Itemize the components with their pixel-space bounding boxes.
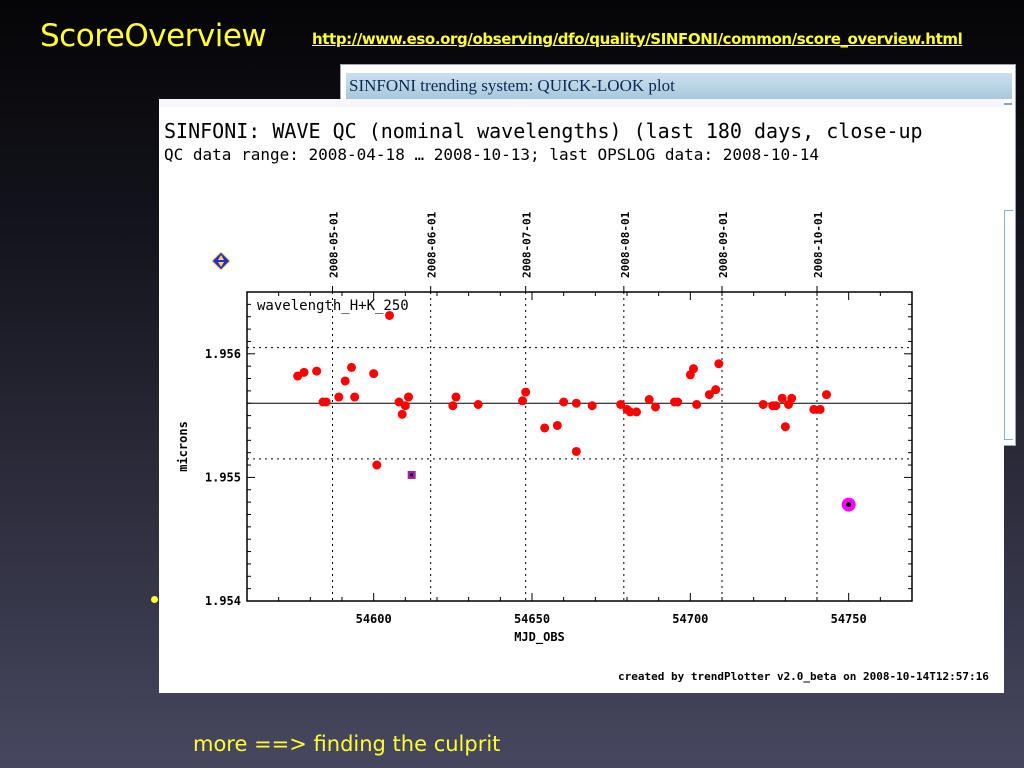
x-tick-label: 54700 <box>672 612 708 626</box>
data-point <box>400 401 410 411</box>
date-tick-label: 2008-08-01 <box>619 211 632 278</box>
data-point <box>334 392 344 402</box>
data-point <box>559 397 569 407</box>
navigation-arrows-icon[interactable] <box>212 252 230 270</box>
data-point <box>347 362 356 372</box>
plot-subtitle: QC data range: 2008-04-18 … 2008-10-13; … <box>164 145 820 164</box>
data-point <box>822 390 831 400</box>
data-point <box>571 446 581 456</box>
data-point <box>369 369 379 379</box>
side-panel-frame <box>1004 210 1013 440</box>
y-tick-label: 1.954 <box>205 594 241 608</box>
y-tick-label: 1.956 <box>205 347 241 361</box>
date-tick-label: 2008-09-01 <box>717 211 730 278</box>
data-point <box>616 399 626 409</box>
date-tick-label: 2008-10-01 <box>812 211 825 278</box>
data-point <box>777 393 787 403</box>
plot-window-strip <box>159 99 1004 107</box>
data-point <box>521 387 531 397</box>
data-point <box>448 401 458 411</box>
flagged-point-center <box>410 473 414 477</box>
trend-plot-window: SINFONI: WAVE QC (nominal wavelengths) (… <box>159 99 1004 693</box>
score-overview-link[interactable]: http://www.eso.org/observing/dfo/quality… <box>312 30 963 48</box>
slide-title: ScoreOverview <box>40 18 267 54</box>
flagged-point-center <box>846 502 852 508</box>
wave-qc-chart: 2008-05-01 2008-06-01 2008-07-01 2008-08-01… <box>176 211 913 645</box>
data-point <box>552 420 562 430</box>
data-point <box>815 404 825 414</box>
quick-look-header: SINFONI trending system: QUICK-LOOK plot <box>346 73 1012 99</box>
data-point <box>644 395 654 405</box>
data-point <box>692 399 702 409</box>
data-point <box>404 392 413 402</box>
x-tick-label: 54750 <box>831 612 867 626</box>
plot-title: SINFONI: WAVE QC (nominal wavelengths) (… <box>164 119 923 143</box>
data-point <box>451 392 461 402</box>
data-point <box>758 399 768 409</box>
y-tick-label: 1.955 <box>205 470 241 484</box>
data-point <box>321 397 331 407</box>
date-tick-label: 2008-06-01 <box>426 211 439 278</box>
plot-frame <box>246 291 913 602</box>
data-point <box>540 423 550 433</box>
data-point <box>673 397 683 407</box>
more-link-text: more ==> finding the culprit <box>193 732 501 756</box>
data-point <box>571 398 581 408</box>
data-point <box>714 359 724 369</box>
data-point <box>711 385 721 395</box>
x-axis-label: MJD_OBS <box>514 630 565 645</box>
date-tick-label: 2008-07-01 <box>521 211 534 278</box>
data-point <box>787 393 797 403</box>
data-point <box>587 401 597 411</box>
plot-footer: created by trendPlotter v2.0_beta on 200… <box>618 670 989 683</box>
panel-label: wavelength_H+K_250 <box>257 298 409 314</box>
data-point <box>689 364 698 374</box>
bullet-point <box>151 596 158 603</box>
data-point <box>397 409 407 419</box>
data-point <box>340 376 350 386</box>
y-axis-label: microns <box>176 421 190 472</box>
data-point <box>771 401 781 411</box>
data-point <box>809 404 819 414</box>
data-point <box>518 396 527 406</box>
date-tick-label: 2008-05-01 <box>328 211 341 278</box>
data-point <box>350 392 360 402</box>
quick-look-title: SINFONI trending system: QUICK-LOOK plot <box>349 76 675 95</box>
data-point <box>372 460 382 470</box>
data-point <box>299 367 309 377</box>
data-point <box>312 366 322 376</box>
data-point <box>704 390 714 400</box>
x-tick-label: 54650 <box>514 612 550 626</box>
data-point <box>625 407 635 417</box>
data-point <box>780 422 790 432</box>
data-point <box>473 399 483 409</box>
data-point <box>651 402 660 412</box>
x-tick-label: 54600 <box>356 612 392 626</box>
data-point <box>385 310 394 320</box>
data-point <box>632 407 641 417</box>
window-edge-marker <box>1004 103 1012 105</box>
